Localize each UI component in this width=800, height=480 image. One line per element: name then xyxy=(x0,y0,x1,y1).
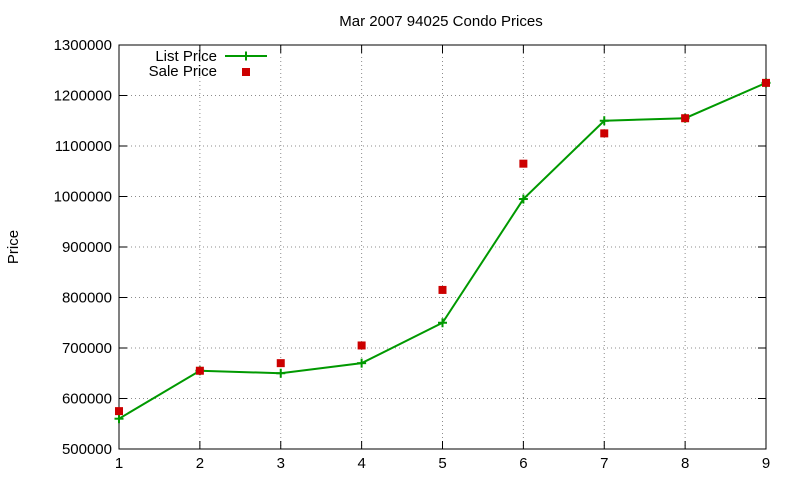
axis-ticks: 500000 600000 700000 800000 900000 1000000 110… xyxy=(54,37,771,472)
sale-price-point xyxy=(115,407,123,416)
y-tick-label: 800000 xyxy=(62,290,112,307)
sale-price-point xyxy=(681,114,690,123)
y-tick-label: 1300000 xyxy=(54,37,112,54)
y-tick-label: 1100000 xyxy=(55,138,112,155)
list-price-point xyxy=(438,318,447,328)
sale-price-point xyxy=(276,359,285,368)
list-price-point xyxy=(599,116,609,126)
x-tick-label: 3 xyxy=(277,455,285,472)
x-tick-label: 4 xyxy=(357,455,365,472)
y-tick-label: 600000 xyxy=(62,391,112,408)
y-tick-label: 1200000 xyxy=(54,88,112,105)
list-price-point xyxy=(276,368,286,378)
plot-frame xyxy=(118,44,767,450)
legend-label-sale-price: Sale Price xyxy=(149,63,217,80)
grid-lines xyxy=(119,45,766,449)
y-tick-label: 700000 xyxy=(62,340,112,357)
list-price-point xyxy=(114,414,124,424)
list-price-point xyxy=(357,358,367,368)
sale-price-point xyxy=(519,159,528,168)
x-tick-label: 8 xyxy=(681,455,689,472)
sale-price-point xyxy=(438,285,447,294)
sale-price-point xyxy=(195,366,204,375)
y-tick-label: 900000 xyxy=(62,239,112,256)
legend-marker-sale-price xyxy=(242,68,250,76)
legend-label-list-price: List Price xyxy=(155,48,217,65)
x-tick-label: 5 xyxy=(438,455,446,472)
y-tick-label: 1000000 xyxy=(54,189,112,206)
y-tick-label: 500000 xyxy=(62,441,112,458)
x-tick-label: 1 xyxy=(115,455,123,472)
y-axis-label: Price xyxy=(5,230,22,264)
chart-title: Mar 2007 94025 Condo Prices xyxy=(339,13,542,30)
sale-price-point xyxy=(600,129,609,138)
x-tick-label: 2 xyxy=(196,455,204,472)
x-tick-label: 6 xyxy=(519,455,527,472)
list-price-point xyxy=(518,194,528,204)
x-tick-label: 7 xyxy=(600,455,608,472)
series-layer xyxy=(114,78,771,424)
x-tick-label: 9 xyxy=(762,455,770,472)
sale-price-point xyxy=(357,341,366,350)
sale-price-point xyxy=(762,78,770,87)
